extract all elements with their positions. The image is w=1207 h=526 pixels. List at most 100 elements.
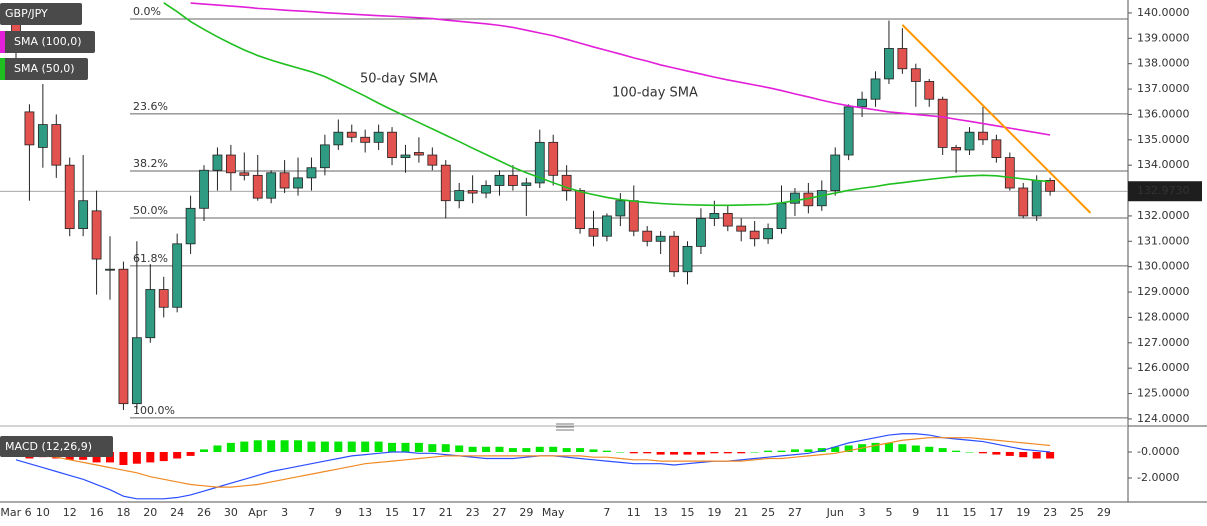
macd-histogram-bar xyxy=(576,448,585,452)
macd-histogram-bar xyxy=(428,444,437,452)
candle-body xyxy=(1031,180,1042,217)
macd-histogram-bar xyxy=(1032,451,1041,459)
macd-histogram-bar xyxy=(884,442,893,452)
x-tick-label: 7 xyxy=(603,506,610,519)
candle-body xyxy=(575,190,585,230)
candle-body xyxy=(776,202,787,230)
candle-body xyxy=(199,169,209,209)
legend-label: SMA (50,0) xyxy=(14,62,75,75)
macd-histogram-bar xyxy=(441,444,450,452)
macd-histogram-bar xyxy=(831,446,840,452)
y-tick-label: 137.0000 xyxy=(1137,82,1190,95)
legend-box xyxy=(0,3,82,25)
macd-histogram-bar xyxy=(253,440,262,452)
macd-histogram-bar xyxy=(267,440,276,452)
candle-body xyxy=(870,78,881,100)
macd-histogram-bar xyxy=(965,451,974,453)
x-tick-label: Jun xyxy=(826,506,844,519)
macd-title: MACD (12,26,9) xyxy=(5,440,92,453)
x-tick-label: 13 xyxy=(654,506,668,519)
candle-body xyxy=(991,139,1002,158)
macd-histogram-bar xyxy=(723,451,732,454)
y-tick-label: 135.0000 xyxy=(1137,133,1190,146)
fib-label: 61.8% xyxy=(133,252,168,265)
x-tick-label: Apr xyxy=(248,506,268,519)
candle-body xyxy=(91,210,102,260)
candle-body xyxy=(534,141,545,184)
macd-histogram-bar xyxy=(643,451,652,454)
macd-histogram-bar xyxy=(549,446,558,452)
macd-histogram-bar xyxy=(495,446,504,452)
candle-body xyxy=(413,152,424,156)
candle-body xyxy=(172,243,183,308)
x-tick-label: 17 xyxy=(989,506,1003,519)
macd-histogram-bar xyxy=(670,451,679,455)
macd-histogram-bar xyxy=(777,450,786,452)
macd-histogram-bar xyxy=(414,442,423,452)
candle-body xyxy=(884,48,894,80)
x-tick-label: 25 xyxy=(1070,506,1084,519)
candle-body xyxy=(910,68,921,82)
candle-body xyxy=(51,124,62,166)
x-tick-label: 12 xyxy=(63,506,77,519)
x-tick-label: 26 xyxy=(197,506,211,519)
x-tick-label: 17 xyxy=(412,506,426,519)
y-tick-label: 139.0000 xyxy=(1137,31,1190,44)
candle-body xyxy=(722,212,733,227)
macd-histogram-bar xyxy=(200,449,209,452)
fib-label: 23.6% xyxy=(133,100,168,113)
y-tick-label: 140.0000 xyxy=(1137,6,1190,19)
x-tick-label: 25 xyxy=(761,506,775,519)
candle-body xyxy=(642,230,653,242)
y-tick-label: 130.0000 xyxy=(1137,260,1190,273)
macd-histogram-bar xyxy=(132,451,141,464)
y-tick-label: 136.0000 xyxy=(1137,107,1190,120)
sma-line xyxy=(163,2,1051,207)
candle-body xyxy=(346,131,357,138)
candle-body xyxy=(897,48,908,70)
trendline xyxy=(901,24,1092,214)
macd-histogram-bar xyxy=(764,450,773,452)
macd-histogram-bar xyxy=(562,448,571,452)
x-tick-label: 3 xyxy=(859,506,866,519)
candle-body xyxy=(816,190,827,207)
macd-histogram-bar xyxy=(159,451,168,462)
macd-histogram-bar xyxy=(213,445,222,452)
candle-body xyxy=(400,154,411,158)
macd-histogram-bar xyxy=(737,451,746,454)
macd-histogram-bar xyxy=(750,451,759,453)
x-tick-label: 11 xyxy=(627,506,641,519)
x-tick-label: 27 xyxy=(492,506,506,519)
fib-label: 50.0% xyxy=(133,204,168,217)
candle-body xyxy=(790,192,800,204)
macd-histogram-bar xyxy=(508,448,517,452)
x-tick-label: 21 xyxy=(734,506,748,519)
candle-body xyxy=(561,174,572,191)
x-tick-label: 18 xyxy=(116,506,130,519)
x-tick-label: 19 xyxy=(1016,506,1030,519)
macd-histogram-bar xyxy=(388,442,397,452)
candle-body xyxy=(454,190,465,202)
y-tick-label: 129.0000 xyxy=(1137,285,1190,298)
x-tick-label: 15 xyxy=(681,506,695,519)
y-tick-label: 138.0000 xyxy=(1137,57,1190,70)
macd-histogram-bar xyxy=(925,446,934,452)
y-tick-label: -2.0000 xyxy=(1137,471,1179,484)
macd-histogram-bar xyxy=(1019,451,1028,458)
x-tick-label: 29 xyxy=(1097,506,1111,519)
annotation: 50-day SMA xyxy=(360,72,438,87)
fib-label: 0.0% xyxy=(133,5,161,18)
candle-body xyxy=(185,207,196,245)
candle-body xyxy=(306,167,317,179)
x-tick-label: 10 xyxy=(36,506,50,519)
macd-histogram-bar xyxy=(468,446,477,452)
candle-body xyxy=(78,200,89,230)
price-pane: 0.0% 23.6% 38.2% 50.0% 61.8% 100.0% xyxy=(0,2,1128,419)
candle-body xyxy=(830,154,841,191)
x-tick-label: 20 xyxy=(143,506,157,519)
y-tick-label: 128.0000 xyxy=(1137,310,1190,323)
candle-body xyxy=(212,154,223,171)
macd-histogram-bar xyxy=(186,451,195,456)
legend-box xyxy=(0,31,95,53)
pane-handle[interactable] xyxy=(556,423,574,431)
